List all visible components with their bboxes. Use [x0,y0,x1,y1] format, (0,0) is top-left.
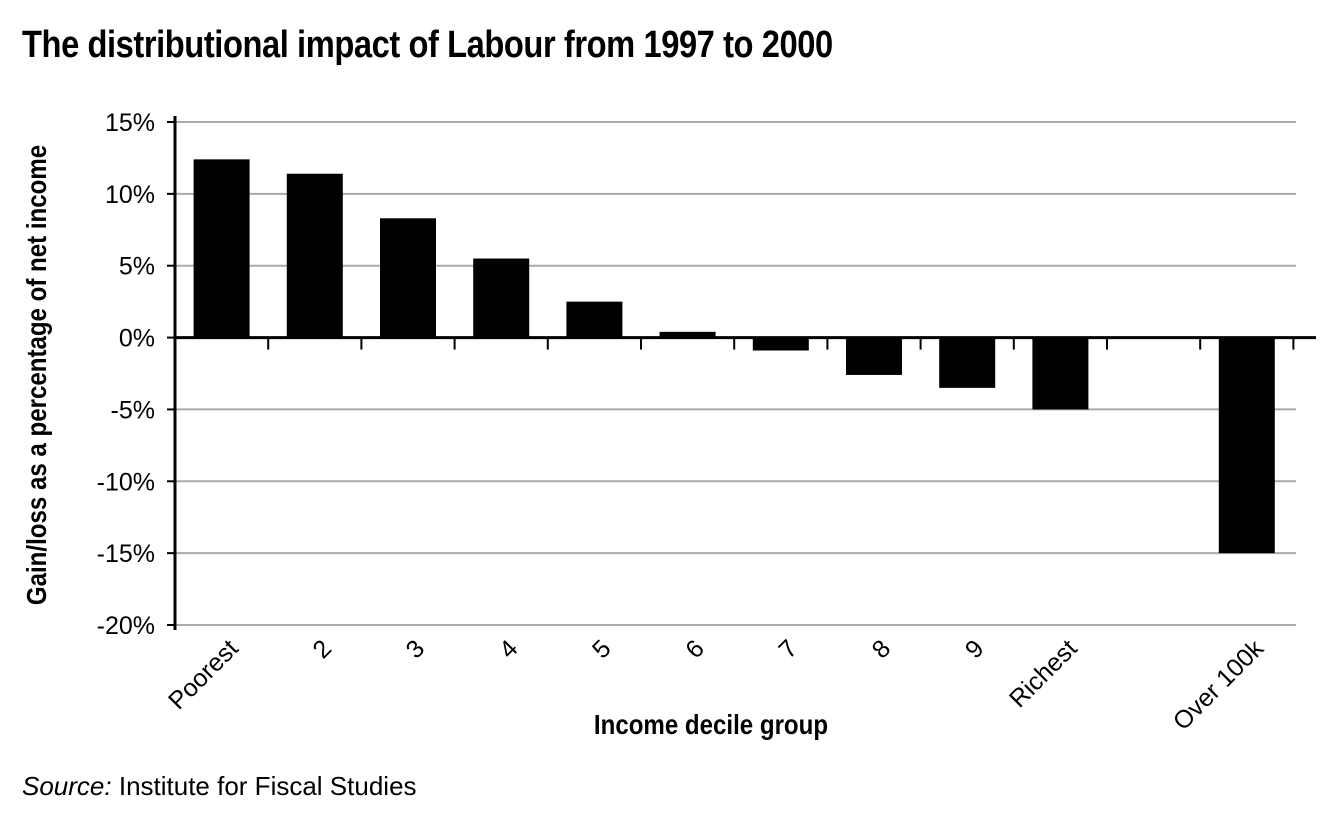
bar [286,173,343,338]
bar [473,258,530,338]
bar [659,331,716,338]
x-tick-label: 2 [307,634,337,664]
source-note: Source: Institute for Fiscal Studies [22,771,417,802]
bar [752,337,809,351]
bar [380,218,436,338]
gridlines [167,121,1296,626]
bar [1218,337,1275,554]
x-tick-label: Richest [1004,634,1083,713]
x-tick-label: Over 100k [1168,634,1270,736]
x-tick-label: 4 [494,634,524,664]
axes [173,116,1316,630]
chart-title: The distributional impact of Labour from… [22,24,833,66]
y-tick-label: 15% [105,109,155,137]
bar [193,159,250,338]
y-tick-label: -5% [111,396,155,424]
y-tick-label: -10% [97,468,155,496]
y-tick-label: 5% [119,253,155,281]
source-label: Source: [22,771,112,801]
bar [846,337,902,375]
bar [566,301,623,338]
y-tick-label: -20% [97,612,155,640]
x-tick-label: 5 [587,634,617,664]
y-tick-label: -15% [97,540,155,568]
y-tick-label: 10% [105,181,155,209]
x-axis-title: Income decile group [594,708,828,740]
bar [939,337,996,388]
x-tick-label: Poorest [163,634,244,715]
source-text: Institute for Fiscal Studies [118,771,417,801]
x-tick-label: 9 [960,634,990,664]
y-tick-labels: 15% 10% 5% 0% -5% -10% -15% -20% [97,109,155,640]
y-tick-label: 0% [119,325,155,353]
bars [193,159,1275,554]
bar [1032,337,1089,410]
x-tick-label: 7 [773,634,803,664]
y-axis-title: Gain/loss as a percentage of net income [20,145,52,605]
x-tick-label: 8 [867,634,897,664]
x-tick-label: 3 [401,634,431,664]
x-tick-label: 6 [680,634,710,664]
